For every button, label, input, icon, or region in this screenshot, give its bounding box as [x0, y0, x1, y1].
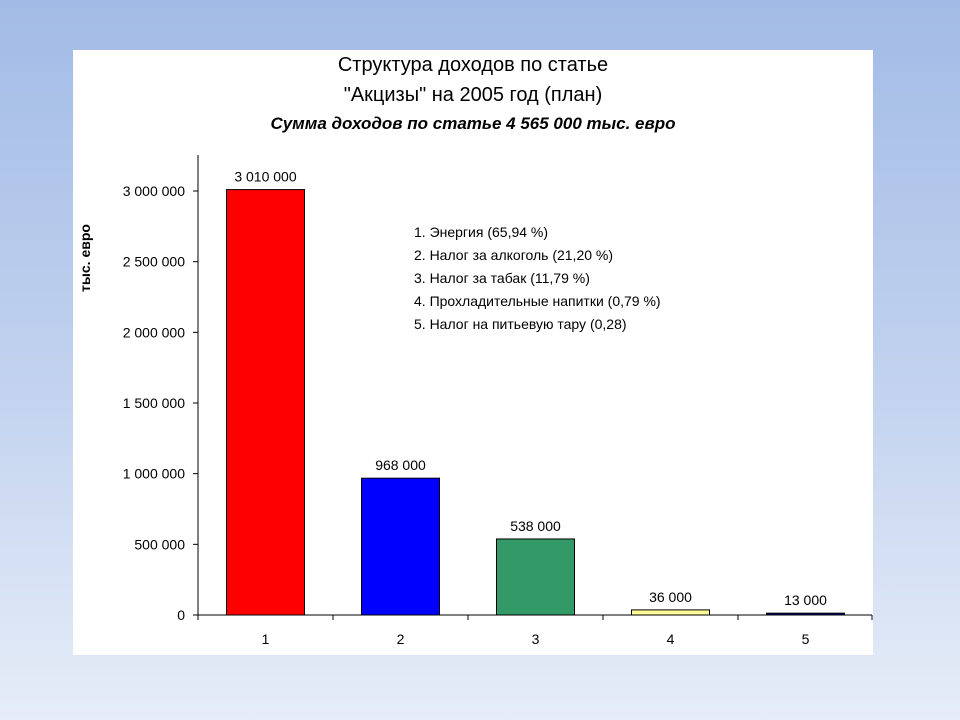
x-axis-ticks: 1 2 3 4 5: [197, 615, 873, 647]
slide-panel: Структура доходов по статье "Акцизы" на …: [73, 50, 873, 655]
y-axis-label: тыс. евро: [77, 224, 93, 292]
legend-item-5: 5. Налог на питьевую тару (0,28): [414, 316, 627, 332]
y-axis-ticks: 0 500 000 1 000 000 1 500 000 2 000 000 2 500…: [123, 183, 198, 623]
bar-chart: тыс. евро 0 500 000 1 000 000 1 500 000 2 00…: [77, 155, 873, 647]
chart-title-line-1: Структура доходов по статье: [337, 54, 609, 76]
y-tick-label: 3 000 000: [123, 183, 185, 199]
data-label-3: 538 000: [510, 518, 561, 534]
y-tick-label: 500 000: [134, 536, 185, 552]
y-tick-label: 0: [177, 607, 185, 623]
y-tick-label: 1 000 000: [123, 466, 185, 482]
data-label-1: 3 010 000: [234, 169, 296, 185]
x-tick-label-2: 2: [397, 631, 405, 647]
data-label-5: 13 000: [784, 592, 827, 608]
bar-1: [226, 189, 305, 616]
legend-item-4: 4. Прохладительные напитки (0,79 %): [414, 293, 661, 309]
data-label-4: 36 000: [649, 589, 692, 605]
data-label-2: 968 000: [375, 457, 426, 473]
bar-4: [631, 609, 710, 616]
legend: 1. Энергия (65,94 %) 2. Налог за алкогол…: [414, 221, 661, 336]
x-tick-label-1: 1: [262, 631, 270, 647]
legend-item-3: 3. Налог за табак (11,79 %): [414, 270, 590, 286]
x-tick-label-4: 4: [667, 631, 675, 647]
legend-item-2: 2. Налог за алкоголь (21,20 %): [414, 247, 614, 263]
bar-3: [496, 538, 575, 616]
chart-title-line-2: "Акцизы" на 2005 год (план): [343, 84, 603, 106]
y-tick-label: 2 500 000: [123, 254, 185, 270]
x-tick-label-3: 3: [532, 631, 540, 647]
bar-2: [361, 477, 440, 616]
y-tick-label: 2 000 000: [123, 324, 185, 340]
y-tick-label: 1 500 000: [123, 395, 185, 411]
chart-subtitle: Сумма доходов по статье 4 565 000 тыс. е…: [270, 114, 676, 133]
legend-item-1: 1. Энергия (65,94 %): [414, 224, 549, 240]
x-tick-label-5: 5: [802, 631, 810, 647]
data-labels-group: 3 010 000 968 000 538 000 36 000 13 000: [234, 169, 827, 609]
bars-group: [226, 189, 845, 616]
